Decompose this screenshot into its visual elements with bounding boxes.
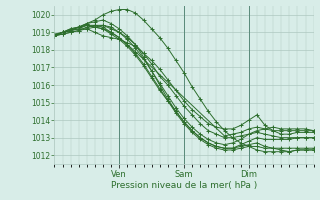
X-axis label: Pression niveau de la mer( hPa ): Pression niveau de la mer( hPa )	[111, 181, 257, 190]
